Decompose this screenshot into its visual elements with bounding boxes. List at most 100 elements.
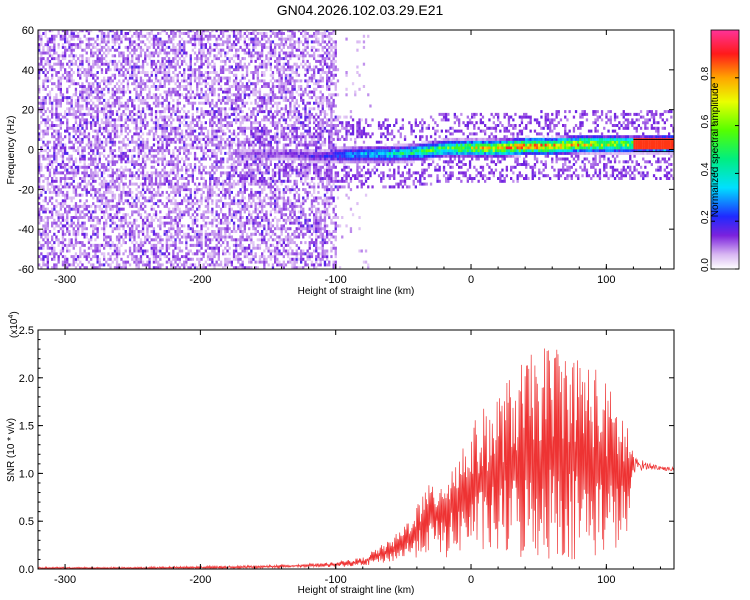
spectrogram-cell [57,171,60,175]
spectrogram-cell [183,40,186,44]
spectrogram-cell [189,96,192,100]
spectrogram-cell [81,54,84,58]
spectrogram-cell [204,143,207,147]
spectrogram-cell [55,57,58,61]
spectrogram-cell [137,59,140,63]
spectrogram-cell [252,87,255,91]
spectrogram-cell [96,218,99,222]
spectrogram-cell [94,110,97,114]
spectrogram-cell [83,85,86,88]
spectrogram-cell [176,174,179,178]
spectrogram-cell [137,115,140,119]
spectrogram-cell [200,157,203,161]
spectrogram-cell [167,124,171,127]
spectrogram-cell [79,129,82,133]
spectrogram-cell [250,193,253,197]
spectrogram-cell [79,249,82,253]
spectrogram-cell [185,115,188,119]
spectrogram-cell [170,163,173,166]
spectrogram-cell [193,51,197,55]
spectrogram-cell [176,235,179,239]
spectrogram-cell [219,124,223,127]
spectrogram-cell [206,98,210,102]
spectrogram-cell [254,210,257,214]
spectrogram-cell [92,107,95,111]
spectrogram-cell [215,243,218,247]
spectrogram-cell [59,62,62,66]
spectrogram-cell [178,185,181,189]
spectrogram-cell [137,54,140,58]
spectrogram-cell [198,260,201,264]
spectrogram-cell [118,218,121,222]
spectrogram-cell [219,135,223,139]
spectrogram-cell [150,199,153,203]
spectrogram-cell [154,79,158,83]
spectrogram-cell [111,185,114,189]
spectrogram-cell [189,82,192,86]
spectrogram-cell [85,30,88,33]
spectrogram-cell [172,51,175,55]
spectrogram-cell [53,218,56,222]
spectrogram-cell [180,140,184,144]
spectrogram-cell [115,62,119,66]
spectrogram-cell [157,149,160,153]
spectrogram-cell [79,121,82,125]
spectrogram-cell [224,110,227,114]
spectrogram-cell [239,207,242,211]
spectrogram-cell [74,45,78,49]
spectrogram-cell [100,252,104,256]
spectrogram-cell [133,246,136,250]
spectrogram-cell [133,146,136,150]
spectrogram-cell [61,260,65,264]
spectrogram-cell [118,68,121,72]
spectrogram-cell [193,154,197,158]
spectrogram-cell [70,45,73,49]
spectrogram-cell [217,110,220,114]
spectrogram-cell [103,40,106,44]
spectrogram-cell [211,85,214,88]
spectrogram-cell [180,249,184,253]
spectrogram-cell [105,260,108,264]
spectrogram-cell [163,137,166,141]
spectrogram-cell [152,182,156,186]
spectrogram-cell [196,124,199,127]
spectrogram-cell [64,71,67,74]
spectrogram-cell [176,59,179,63]
spectrogram-cell [126,71,130,74]
spectrogram-cell [196,90,199,94]
spectrogram-cell [61,149,65,153]
spectrogram-cell [94,160,97,164]
spectrogram-cell [185,263,188,267]
spectrogram-cell [137,104,140,108]
spectrogram-cell [94,96,97,100]
spectrogram-cell [200,71,203,74]
spectrogram-cell [144,199,147,203]
spectrogram-cell [79,199,82,203]
spectrogram-cell [137,43,140,47]
spectrogram-cell [38,57,41,61]
spectrogram-cell [124,165,127,169]
spectrogram-cell [237,93,240,97]
spectrogram-cell [191,257,194,261]
spectrogram-cell [40,98,43,102]
spectrogram-cell [139,246,143,250]
spectrogram-cell [193,129,197,133]
spectrogram-cell [232,151,236,155]
spectrogram-cell [144,87,147,91]
spectrogram-cell [187,65,190,69]
spectrogram-cell [161,182,164,186]
spectrogram-cell [243,132,246,136]
spectrogram-cell [170,137,173,141]
spectrogram-cell [141,62,145,66]
spectrogram-cell [185,132,188,136]
spectrogram-cell [165,45,168,49]
spectrogram-cell [215,232,218,236]
spectrogram-cell [107,160,110,164]
spectrogram-cell [198,34,201,38]
spectrogram-cell [176,179,179,183]
spectrogram-cell [124,216,127,219]
spectrogram-cell [161,110,164,114]
spectrogram-cell [237,204,240,208]
spectrogram-cell [191,177,194,180]
spectrogram-cell [196,121,199,125]
